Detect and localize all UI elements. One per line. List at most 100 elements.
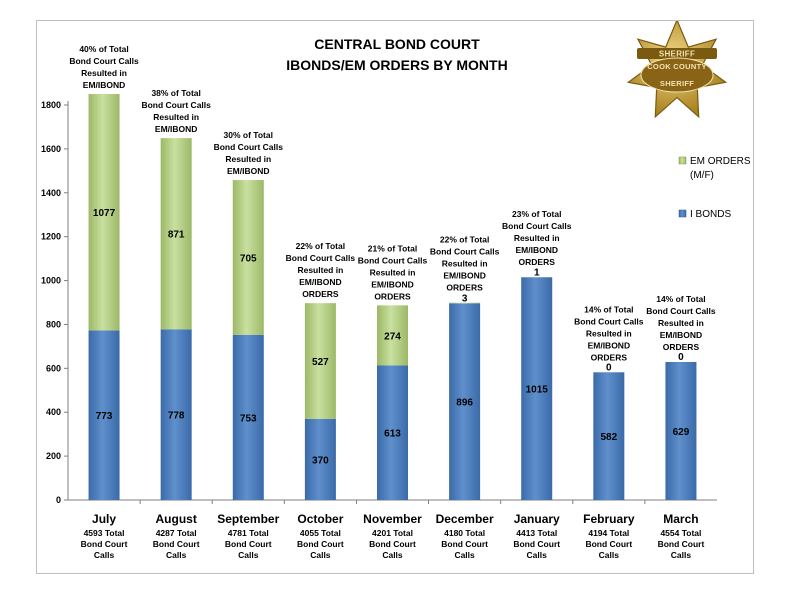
bar-ibonds	[449, 303, 481, 500]
value-label-em-orders: 274	[384, 331, 401, 342]
annotation-line: EM/IBOND	[371, 279, 414, 289]
annotation-line: ORDERS	[519, 257, 556, 267]
value-label-em-orders: 527	[312, 357, 329, 368]
annotation-line: ORDERS	[302, 289, 339, 299]
value-label-em-orders: 0	[606, 362, 612, 373]
annotation-line: EM/IBOND	[515, 245, 558, 255]
x-category-sublabel: Bond Court	[585, 539, 632, 549]
y-tick-label: 800	[46, 319, 61, 329]
legend: EM ORDERS (M/F) I BONDS	[678, 156, 751, 220]
x-category-sublabel: Bond Court	[81, 539, 128, 549]
bar-em-orders	[304, 303, 336, 419]
annotation-line: Bond Court Calls	[214, 142, 284, 152]
annotation-line: Bond Court Calls	[430, 247, 500, 257]
annotation-line: Bond Court Calls	[358, 255, 428, 265]
y-tick-label: 600	[46, 363, 61, 373]
annotation-line: ORDERS	[446, 283, 483, 293]
badge-text-top: SHERIFF	[659, 50, 695, 59]
annotation-line: Bond Court Calls	[502, 221, 572, 231]
bars	[88, 94, 697, 500]
value-label-em-orders: 705	[240, 253, 257, 264]
annotation-line: EM/IBOND	[443, 271, 486, 281]
annotation-line: ORDERS	[591, 352, 628, 362]
annotation-line: EM/IBOND	[227, 166, 270, 176]
x-category-sublabel: Calls	[238, 550, 259, 560]
annotation-line: 22% of Total	[440, 235, 489, 245]
x-category-sublabel: Bond Court	[369, 539, 416, 549]
bar-ibonds	[304, 418, 336, 500]
x-category-sublabel: Bond Court	[513, 539, 560, 549]
sheriff-badge-icon: SHERIFF COOK COUNTY SHERIFF	[626, 21, 728, 119]
x-category-label: July	[92, 512, 116, 526]
badge-text-middle: COOK COUNTY	[647, 62, 707, 71]
annotation-line: Bond Court Calls	[69, 56, 139, 66]
x-category-label: March	[663, 512, 698, 526]
bar-ibonds	[593, 372, 625, 500]
annotation-line: 14% of Total	[584, 304, 633, 314]
x-category-sublabel: 4180 Total	[444, 528, 485, 538]
value-label-ibonds: 613	[384, 429, 401, 440]
annotation-line: Resulted in	[370, 267, 416, 277]
annotation-line: EM/IBOND	[83, 80, 126, 90]
chart-title-line1: CENTRAL BOND COURT	[314, 36, 480, 52]
annotation-line: 14% of Total	[656, 294, 705, 304]
value-label-ibonds: 629	[673, 427, 690, 438]
value-label-ibonds: 896	[456, 398, 473, 409]
bar-ibonds	[88, 330, 120, 500]
labels: 773 1077 40% of Total Bond Court Calls Resul…	[69, 44, 716, 560]
x-category-sublabel: Calls	[527, 550, 548, 560]
badge-banner-top	[637, 48, 717, 59]
annotation-line: 38% of Total	[151, 88, 200, 98]
x-category-label: January	[514, 512, 560, 526]
annotation-line: Bond Court Calls	[286, 253, 356, 263]
annotation-line: Resulted in	[297, 265, 343, 275]
value-label-ibonds: 370	[312, 455, 329, 466]
bar-em-orders	[160, 138, 192, 330]
value-label-ibonds: 773	[96, 411, 113, 422]
y-tick-label: 1800	[41, 100, 61, 110]
value-label-em-orders: 1077	[93, 208, 116, 219]
legend-label-ibonds: I BONDS	[690, 209, 731, 220]
legend-label-em-orders: EM ORDERS	[690, 156, 751, 167]
x-category-label: August	[156, 512, 197, 526]
x-category-sublabel: Calls	[671, 550, 692, 560]
chart-title-line2: IBONDS/EM ORDERS BY MONTH	[286, 57, 507, 73]
value-label-em-orders: 3	[462, 293, 468, 304]
x-category-sublabel: Bond Court	[658, 539, 705, 549]
x-category-sublabel: 4593 Total	[84, 528, 125, 538]
annotation-line: Bond Court Calls	[646, 306, 716, 316]
x-category-sublabel: 4194 Total	[588, 528, 629, 538]
y-tick-label: 0	[56, 495, 61, 505]
bar-em-orders	[232, 180, 264, 335]
badge-center	[640, 57, 714, 93]
x-category-label: December	[436, 512, 494, 526]
y-tick-label: 200	[46, 451, 61, 461]
value-label-ibonds: 582	[600, 432, 617, 443]
x-category-label: February	[583, 512, 635, 526]
annotation-line: EM/IBOND	[588, 340, 631, 350]
x-category-sublabel: Calls	[599, 550, 620, 560]
bar-em-orders	[449, 302, 481, 304]
bar-ibonds	[521, 277, 553, 500]
annotation-line: Resulted in	[658, 318, 704, 328]
x-category-sublabel: 4554 Total	[660, 528, 701, 538]
annotation-line: ORDERS	[374, 291, 411, 301]
value-label-ibonds: 1015	[526, 385, 549, 396]
x-category-sublabel: 4413 Total	[516, 528, 557, 538]
annotation-line: Resulted in	[225, 154, 271, 164]
x-category-sublabel: Bond Court	[153, 539, 200, 549]
annotation-line: Resulted in	[514, 233, 560, 243]
value-label-ibonds: 753	[240, 413, 257, 424]
y-tick-label: 1600	[41, 144, 61, 154]
bar-ibonds	[160, 329, 192, 500]
annotation-line: 40% of Total	[79, 44, 128, 54]
bar-em-orders	[88, 94, 120, 331]
x-category-sublabel: Calls	[382, 550, 403, 560]
x-category-label: September	[217, 512, 279, 526]
annotation-line: Resulted in	[81, 68, 127, 78]
x-category-sublabel: Calls	[166, 550, 187, 560]
value-label-em-orders: 871	[168, 230, 185, 241]
annotation-line: Resulted in	[586, 328, 632, 338]
legend-label-em-orders: (M/F)	[690, 170, 714, 181]
annotation-line: Resulted in	[442, 259, 488, 269]
